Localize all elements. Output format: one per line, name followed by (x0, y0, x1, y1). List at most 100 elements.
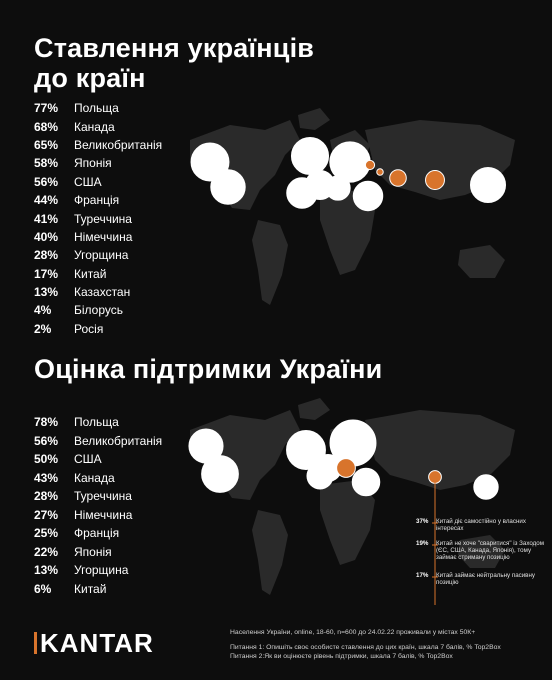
list-item: 77% Польща (34, 99, 162, 117)
country-name: Німеччина (74, 229, 133, 244)
country-name: Туреччина (74, 211, 132, 226)
bubble-Казахстан (389, 169, 407, 187)
list-item: 4% Білорусь (34, 301, 162, 319)
legend-text: Китай займає нейтральну пасивну позицію (436, 572, 535, 587)
list-item: 56% Великобританія (34, 432, 162, 451)
bubble-Росія (376, 168, 384, 176)
country-name: Польща (74, 415, 119, 430)
list-item: 6% Китай (34, 580, 162, 599)
list-item: 22% Японія (34, 543, 162, 562)
list-item: 68% Канада (34, 117, 162, 135)
legend-percent: 37% (416, 518, 429, 525)
list-item: 17% Китай (34, 265, 162, 283)
percent-value: 27% (34, 507, 59, 522)
world-map-support (188, 398, 515, 605)
attitude-list: 77% Польща 68% Канада 65% Великобританія 58% Яп… (34, 99, 162, 338)
percent-value: 41% (34, 211, 59, 226)
country-name: США (74, 174, 102, 189)
footer-source: Населення України, online, 18-60, n=600 … (230, 629, 476, 636)
percent-value: 56% (34, 174, 59, 189)
list-item: 28% Угорщина (34, 246, 162, 264)
percent-value: 50% (34, 452, 59, 467)
percent-value: 28% (34, 489, 59, 504)
country-name: Угорщина (74, 563, 129, 578)
country-name: США (74, 452, 102, 467)
country-name: Туреччина (74, 489, 132, 504)
country-name: Угорщина (74, 248, 129, 263)
list-item: 40% Німеччина (34, 228, 162, 246)
percent-value: 58% (34, 156, 59, 171)
country-name: Німеччина (74, 507, 133, 522)
percent-value: 25% (34, 526, 59, 541)
bubble-Великобританія (286, 430, 326, 470)
legend-text: Китай діє самостійно у власних інтересах (436, 518, 526, 533)
percent-value: 28% (34, 248, 59, 263)
country-name: Франція (74, 193, 120, 208)
percent-value: 43% (34, 470, 59, 485)
list-item: 65% Великобританія (34, 136, 162, 154)
continents (190, 108, 515, 305)
footer-question-2: Питання 2:Як ви оцінюєте рівень підтримк… (230, 653, 453, 660)
bubble-Туреччина (352, 180, 384, 212)
country-name: Великобританія (74, 433, 163, 448)
percent-value: 78% (34, 415, 59, 430)
bubble-Угорщина (336, 458, 356, 478)
list-item: 50% США (34, 450, 162, 469)
country-name: Росія (74, 321, 104, 336)
legend-text: Китай не хоче "сваритися" із Заходом (ЄС… (436, 540, 544, 562)
percent-value: 68% (34, 119, 59, 134)
country-name: Японія (74, 156, 112, 171)
footer-question-1: Питання 1: Опишіть своє особисте ставлен… (230, 644, 501, 651)
country-name: Казахстан (74, 285, 131, 300)
bubbles-support (188, 419, 499, 500)
percent-value: 77% (34, 101, 59, 116)
percent-value: 44% (34, 193, 59, 208)
list-item: 41% Туреччина (34, 209, 162, 227)
country-name: Польща (74, 101, 119, 116)
list-item: 58% Японія (34, 154, 162, 172)
list-item: 27% Німеччина (34, 506, 162, 525)
list-item: 56% США (34, 173, 162, 191)
world-map-attitude (190, 108, 515, 305)
country-name: Канада (74, 119, 115, 134)
list-item: 28% Туреччина (34, 487, 162, 506)
bubble-Японія (469, 166, 507, 204)
country-name: Японія (74, 544, 112, 559)
percent-value: 22% (34, 544, 59, 559)
bubbles-attitude (190, 136, 507, 212)
bubble-Японія (473, 474, 499, 500)
percent-value: 56% (34, 433, 59, 448)
bubble-Канада (188, 428, 224, 464)
list-item: 13% Казахстан (34, 283, 162, 301)
list-item: 43% Канада (34, 469, 162, 488)
section-title-support: Оцінка підтримки України (34, 354, 383, 384)
logo-mark (34, 632, 37, 654)
list-item: 13% Угорщина (34, 561, 162, 580)
percent-value: 17% (34, 266, 59, 281)
bubble-Китай (425, 170, 445, 190)
logo-text: KANTAR (40, 628, 154, 658)
support-list: 78% Польща 56% Великобританія 50% США 43% Канад… (34, 413, 162, 598)
country-name: Великобританія (74, 137, 163, 152)
country-name: Білорусь (74, 303, 124, 318)
bubble-Великобританія (290, 136, 330, 176)
percent-value: 4% (34, 303, 52, 318)
percent-value: 40% (34, 229, 59, 244)
bubble-Білорусь (364, 159, 376, 171)
bubble-Туреччина (351, 467, 381, 497)
list-item: 2% Росія (34, 320, 162, 338)
percent-value: 13% (34, 285, 59, 300)
country-name: Китай (74, 266, 107, 281)
list-item: 44% Франція (34, 191, 162, 209)
percent-value: 2% (34, 321, 52, 336)
country-name: Канада (74, 470, 115, 485)
list-item: 78% Польща (34, 413, 162, 432)
list-item: 25% Франція (34, 524, 162, 543)
country-name: Китай (74, 581, 107, 596)
percent-value: 6% (34, 581, 52, 596)
percent-value: 65% (34, 137, 59, 152)
legend-percent: 17% (416, 572, 429, 579)
section-title-attitude: Ставлення українців до країн (34, 33, 315, 93)
kantar-logo: KANTAR (34, 628, 154, 659)
country-name: Франція (74, 526, 120, 541)
